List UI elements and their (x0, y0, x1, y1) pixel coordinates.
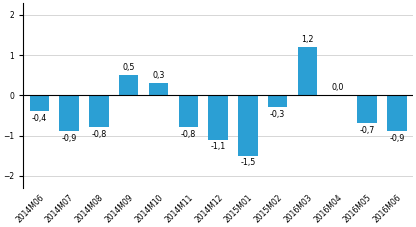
Bar (30, 95, 49, 111)
Text: 0,3: 0,3 (152, 72, 165, 80)
Text: -0,7: -0,7 (359, 126, 375, 135)
Text: 1,2: 1,2 (301, 35, 314, 44)
Text: 0,5: 0,5 (122, 63, 135, 72)
Bar (268, 95, 287, 107)
Text: -1,1: -1,1 (210, 142, 226, 151)
Bar (387, 95, 406, 131)
Bar (149, 83, 168, 95)
Text: -0,4: -0,4 (32, 114, 47, 123)
Bar (178, 95, 198, 128)
Bar (298, 47, 317, 95)
Bar (238, 95, 258, 156)
Bar (89, 95, 109, 128)
Text: -0,8: -0,8 (181, 130, 196, 139)
Text: 0,0: 0,0 (331, 84, 344, 92)
Bar (59, 95, 79, 131)
Text: -0,9: -0,9 (62, 134, 77, 143)
Text: -1,5: -1,5 (240, 158, 255, 168)
Bar (208, 95, 228, 140)
Bar (357, 95, 377, 123)
Text: -0,3: -0,3 (270, 110, 285, 119)
Text: -0,8: -0,8 (91, 130, 106, 139)
Bar (119, 75, 139, 95)
Text: -0,9: -0,9 (389, 134, 404, 143)
